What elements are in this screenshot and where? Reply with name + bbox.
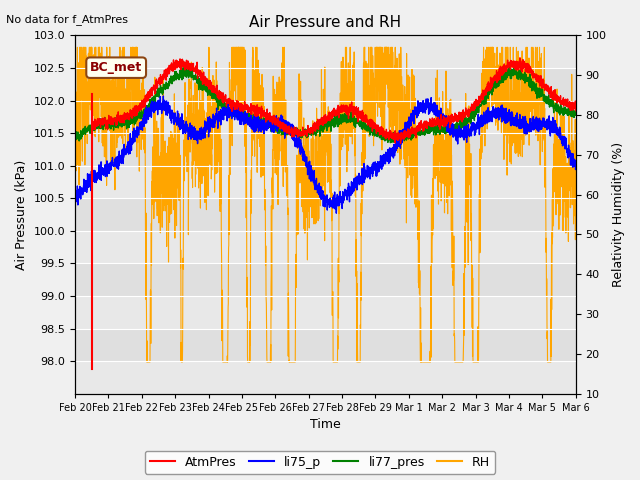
RH [572, 207, 580, 213]
RH [264, 359, 271, 365]
X-axis label: Time: Time [310, 419, 340, 432]
AtmPres [397, 141, 404, 146]
Line: li77_pres: li77_pres [75, 68, 576, 144]
li75_p [159, 93, 167, 99]
AtmPres [488, 86, 495, 92]
li77_pres [158, 86, 166, 92]
Bar [75, 329, 576, 361]
RH [129, 45, 136, 50]
AtmPres [132, 106, 140, 112]
Line: RH: RH [75, 48, 576, 362]
li75_p [572, 165, 580, 170]
RH [71, 84, 79, 90]
RH [74, 45, 81, 50]
RH [508, 88, 516, 94]
RH [563, 177, 570, 183]
RH [158, 224, 166, 230]
AtmPres [283, 129, 291, 134]
Bar [75, 198, 576, 231]
li77_pres [285, 129, 293, 135]
li77_pres [508, 71, 516, 76]
RH [143, 359, 150, 365]
li75_p [71, 197, 79, 203]
Text: No data for f_AtmPres: No data for f_AtmPres [6, 14, 129, 25]
Bar [75, 68, 576, 100]
li75_p [508, 116, 516, 121]
li75_p [263, 124, 271, 130]
li75_p [332, 210, 340, 216]
li75_p [128, 139, 136, 145]
AtmPres [572, 108, 580, 114]
li77_pres [264, 120, 271, 126]
li77_pres [71, 134, 79, 140]
li77_pres [71, 141, 79, 146]
Y-axis label: Air Pressure (kPa): Air Pressure (kPa) [15, 159, 28, 270]
li75_p [285, 129, 292, 134]
li75_p [563, 136, 570, 142]
AtmPres [88, 121, 95, 127]
AtmPres [516, 55, 524, 60]
AtmPres [424, 122, 431, 128]
Y-axis label: Relativity Humidity (%): Relativity Humidity (%) [612, 142, 625, 287]
Line: li75_p: li75_p [75, 96, 576, 213]
li77_pres [572, 111, 580, 117]
li77_pres [563, 110, 570, 116]
AtmPres [365, 119, 372, 125]
Bar [75, 264, 576, 296]
Line: AtmPres: AtmPres [92, 58, 576, 144]
li75_p [158, 106, 166, 112]
li77_pres [182, 65, 189, 71]
AtmPres [92, 121, 99, 127]
Title: Air Pressure and RH: Air Pressure and RH [250, 15, 401, 30]
Text: BC_met: BC_met [90, 61, 142, 74]
Legend: AtmPres, li75_p, li77_pres, RH: AtmPres, li75_p, li77_pres, RH [145, 451, 495, 474]
Bar [75, 133, 576, 166]
RH [285, 359, 293, 365]
li77_pres [129, 120, 136, 126]
